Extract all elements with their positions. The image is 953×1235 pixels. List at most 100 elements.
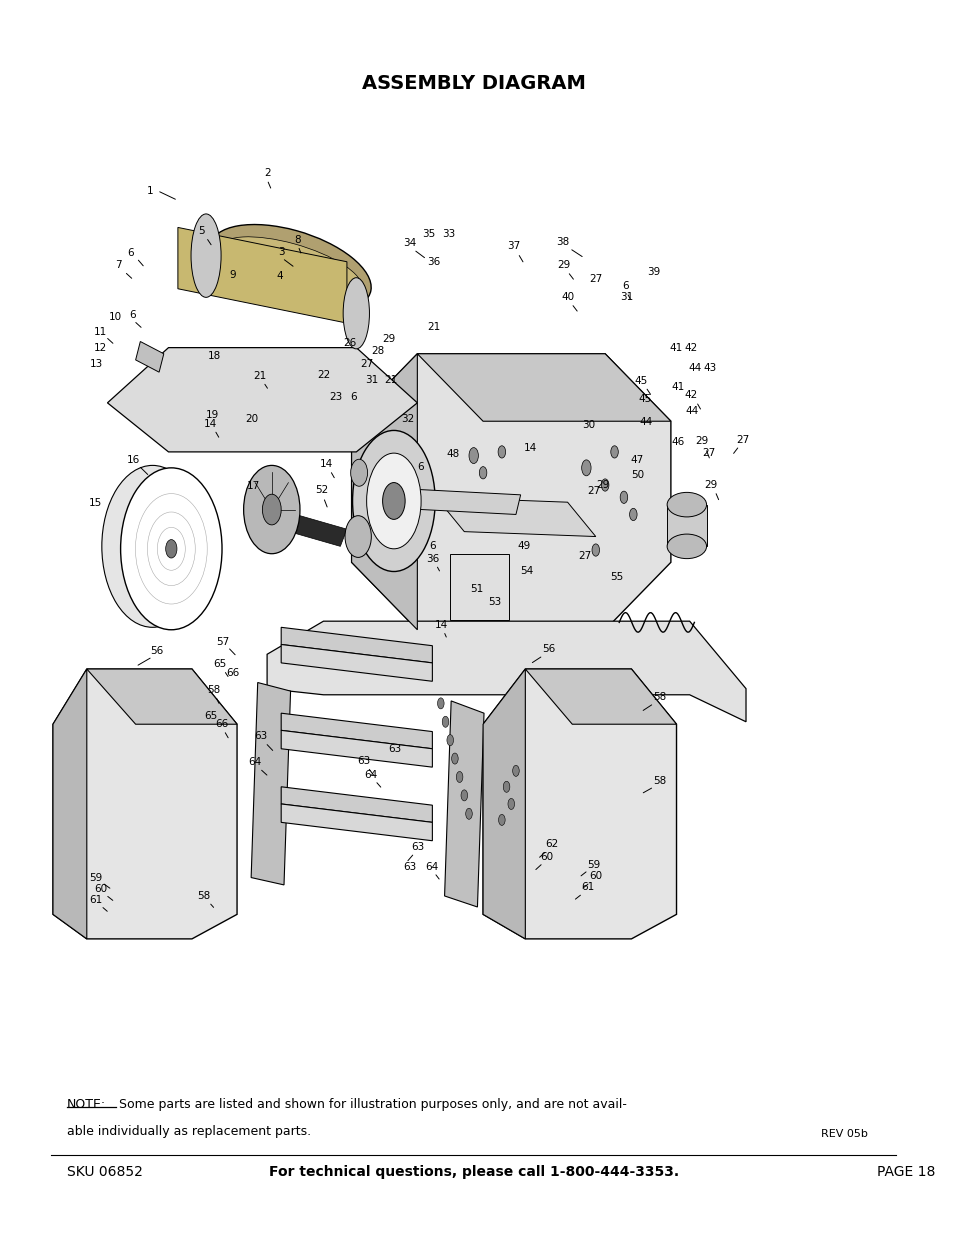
Ellipse shape bbox=[666, 534, 706, 558]
Text: 34: 34 bbox=[403, 238, 416, 248]
Ellipse shape bbox=[366, 453, 420, 548]
Ellipse shape bbox=[446, 735, 453, 746]
Text: 21: 21 bbox=[427, 322, 440, 332]
Text: 27: 27 bbox=[589, 274, 601, 284]
Ellipse shape bbox=[351, 459, 367, 487]
Text: 45: 45 bbox=[634, 375, 647, 385]
Ellipse shape bbox=[451, 753, 457, 764]
Polygon shape bbox=[87, 669, 236, 724]
Text: 21: 21 bbox=[253, 370, 266, 380]
Text: 31: 31 bbox=[619, 293, 633, 303]
Text: 29: 29 bbox=[596, 480, 609, 490]
Text: 8: 8 bbox=[294, 235, 300, 245]
Ellipse shape bbox=[512, 766, 518, 777]
Text: 30: 30 bbox=[582, 420, 595, 430]
Text: 43: 43 bbox=[703, 363, 717, 373]
Text: For technical questions, please call 1-800-444-3353.: For technical questions, please call 1-8… bbox=[269, 1165, 678, 1179]
Text: 66: 66 bbox=[227, 668, 239, 678]
Text: 14: 14 bbox=[523, 443, 537, 453]
Text: 12: 12 bbox=[94, 342, 108, 353]
Text: 58: 58 bbox=[652, 693, 665, 703]
Text: 48: 48 bbox=[446, 450, 459, 459]
Text: 14: 14 bbox=[204, 419, 217, 429]
Text: ASSEMBLY DIAGRAM: ASSEMBLY DIAGRAM bbox=[361, 74, 585, 94]
Text: 9: 9 bbox=[229, 270, 235, 280]
Text: 19: 19 bbox=[206, 410, 219, 420]
Ellipse shape bbox=[503, 782, 509, 793]
Polygon shape bbox=[251, 683, 291, 885]
Text: 29: 29 bbox=[382, 333, 395, 345]
Polygon shape bbox=[281, 730, 432, 767]
Text: 44: 44 bbox=[639, 417, 653, 427]
Polygon shape bbox=[352, 353, 416, 630]
Text: 53: 53 bbox=[488, 597, 501, 606]
Ellipse shape bbox=[343, 278, 369, 348]
Text: 36: 36 bbox=[427, 257, 440, 267]
Text: 6: 6 bbox=[622, 282, 628, 291]
Text: 36: 36 bbox=[425, 553, 438, 563]
Text: 27: 27 bbox=[359, 358, 373, 368]
Text: 61: 61 bbox=[581, 882, 595, 893]
Text: 21: 21 bbox=[384, 374, 397, 384]
Text: 1: 1 bbox=[146, 185, 152, 195]
Text: 59: 59 bbox=[587, 861, 599, 871]
Text: 46: 46 bbox=[671, 437, 684, 447]
Text: 64: 64 bbox=[424, 862, 437, 872]
Ellipse shape bbox=[120, 468, 222, 630]
Polygon shape bbox=[444, 701, 483, 906]
Polygon shape bbox=[108, 347, 416, 452]
Text: 14: 14 bbox=[435, 620, 448, 630]
Text: 44: 44 bbox=[685, 406, 699, 416]
Ellipse shape bbox=[102, 466, 203, 627]
Text: 44: 44 bbox=[688, 363, 701, 373]
Polygon shape bbox=[281, 787, 432, 823]
Polygon shape bbox=[281, 627, 432, 663]
Text: able individually as replacement parts.: able individually as replacement parts. bbox=[67, 1125, 311, 1139]
Text: 65: 65 bbox=[204, 710, 217, 721]
Ellipse shape bbox=[460, 790, 467, 800]
Ellipse shape bbox=[581, 459, 591, 475]
Ellipse shape bbox=[219, 237, 361, 299]
Ellipse shape bbox=[345, 516, 371, 557]
Polygon shape bbox=[177, 227, 347, 324]
Text: 62: 62 bbox=[544, 840, 558, 850]
Text: 14: 14 bbox=[319, 459, 333, 469]
Ellipse shape bbox=[262, 494, 281, 525]
Text: 64: 64 bbox=[248, 757, 261, 767]
Text: 54: 54 bbox=[520, 566, 534, 576]
Polygon shape bbox=[352, 353, 670, 630]
Text: 63: 63 bbox=[388, 743, 401, 753]
Text: 11: 11 bbox=[93, 327, 107, 337]
Polygon shape bbox=[375, 488, 520, 515]
Polygon shape bbox=[666, 505, 706, 546]
Text: 3: 3 bbox=[277, 247, 284, 257]
Ellipse shape bbox=[166, 540, 176, 558]
Text: 29: 29 bbox=[704, 480, 718, 490]
Polygon shape bbox=[281, 645, 432, 682]
Ellipse shape bbox=[478, 467, 486, 479]
Text: 13: 13 bbox=[90, 358, 103, 368]
Polygon shape bbox=[53, 669, 236, 939]
Text: NOTE:: NOTE: bbox=[67, 1098, 106, 1112]
Ellipse shape bbox=[498, 814, 505, 825]
Ellipse shape bbox=[619, 492, 627, 504]
Text: 7: 7 bbox=[115, 261, 122, 270]
Text: 51: 51 bbox=[470, 584, 482, 594]
Text: 58: 58 bbox=[207, 685, 220, 695]
Text: 63: 63 bbox=[356, 756, 370, 766]
Text: 22: 22 bbox=[316, 369, 330, 379]
Text: 39: 39 bbox=[647, 267, 659, 277]
Text: Some parts are listed and shown for illustration purposes only, and are not avai: Some parts are listed and shown for illu… bbox=[118, 1098, 626, 1112]
Text: 23: 23 bbox=[329, 391, 342, 401]
Polygon shape bbox=[436, 498, 595, 536]
Text: 42: 42 bbox=[684, 390, 698, 400]
Text: 63: 63 bbox=[403, 862, 416, 872]
Text: 10: 10 bbox=[109, 312, 121, 322]
Ellipse shape bbox=[382, 483, 405, 520]
Text: 15: 15 bbox=[89, 499, 102, 509]
Text: 18: 18 bbox=[208, 351, 221, 361]
Text: 2: 2 bbox=[264, 168, 270, 178]
Ellipse shape bbox=[191, 214, 221, 298]
Ellipse shape bbox=[610, 446, 618, 458]
Text: 37: 37 bbox=[507, 241, 520, 251]
